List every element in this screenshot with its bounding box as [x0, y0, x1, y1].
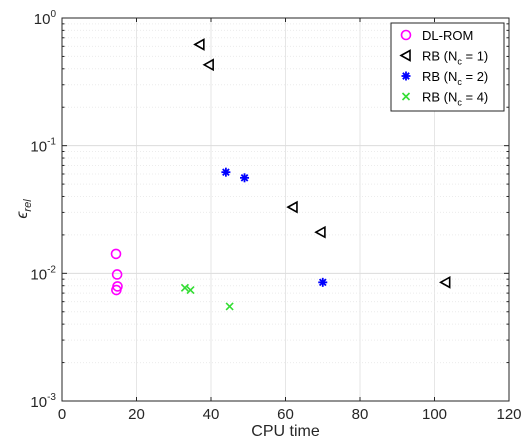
legend-marker: [401, 92, 411, 101]
data-point-series-3: [221, 167, 231, 177]
data-point-series-2: [202, 58, 214, 72]
legend-marker-shape: [400, 29, 412, 41]
legend-marker-stroke: [401, 92, 411, 101]
legend-label: DL-ROM: [422, 28, 473, 43]
y-tick-label: 10-1: [30, 137, 56, 156]
y-axis-label-sub: rel: [22, 199, 34, 212]
legend-marker: [401, 71, 411, 81]
y-tick-label: 100: [34, 9, 57, 28]
legend-marker-stroke: [402, 72, 410, 80]
data-point-series-2: [439, 275, 451, 289]
data-point-series-3-stroke: [222, 168, 230, 176]
data-point-series-2: [314, 225, 326, 239]
data-point-series-3-stroke: [318, 278, 327, 287]
svg-text:ϵrel: ϵrel: [14, 199, 34, 219]
data-point-series-3: [240, 173, 250, 183]
data-point-series-3: [318, 277, 328, 287]
y-tick-label: 10-3: [30, 392, 56, 411]
y-axis-label-base: ϵ: [14, 211, 31, 219]
data-point-series-4-stroke: [180, 283, 189, 292]
x-tick-label: 80: [352, 406, 369, 423]
data-point-series-1-shape: [110, 248, 122, 260]
x-tick-label: 40: [203, 406, 220, 423]
data-point-series-1: [111, 284, 122, 296]
data-point-series-4-stroke: [225, 302, 234, 311]
data-point-series-2-shape: [202, 58, 214, 72]
x-tick-label: 120: [496, 406, 521, 423]
data-point-series-1: [111, 269, 123, 280]
legend-marker: [399, 49, 411, 62]
data-point-series-2-shape: [193, 38, 205, 51]
axis-ticks: 0 20 40 60 80 100 120 100 10-1 10-2 10-3: [30, 9, 521, 423]
data-point-series-2-shape: [314, 225, 326, 239]
data-point-series-1-shape: [111, 269, 123, 280]
data-point-series-3-stroke: [240, 173, 249, 182]
data-point-series-2: [193, 38, 205, 51]
x-tick-label: 0: [58, 406, 66, 423]
x-tick-label: 100: [422, 406, 447, 423]
legend-label: RB (Nc = 4): [422, 90, 488, 108]
legend-marker: [400, 29, 412, 41]
y-tick-label: 10-2: [30, 264, 56, 283]
y-axis-label: ϵrel: [14, 199, 34, 219]
data-point-series-2-shape: [439, 275, 451, 289]
legend-marker-shape: [399, 49, 411, 62]
data-point-series-1-shape: [111, 284, 122, 296]
x-tick-label: 60: [277, 406, 294, 423]
x-tick-label: 20: [128, 406, 145, 423]
legend-label: RB (Nc = 1): [422, 49, 488, 67]
data-point-series-4-stroke: [186, 285, 195, 295]
legend: DL-ROM RB (Nc = 1) RB (Nc = 2) RB (Nc = 4): [390, 22, 505, 112]
legend-label: RB (Nc = 2): [422, 69, 488, 87]
data-point-series-4: [186, 285, 195, 295]
data-point-series-2: [286, 200, 298, 214]
x-axis-label: CPU time: [251, 423, 320, 440]
data-point-series-4: [180, 283, 189, 292]
data-points: [110, 38, 451, 311]
data-point-series-1: [110, 248, 122, 260]
data-point-series-4: [225, 302, 234, 311]
data-point-series-2-shape: [286, 200, 298, 214]
